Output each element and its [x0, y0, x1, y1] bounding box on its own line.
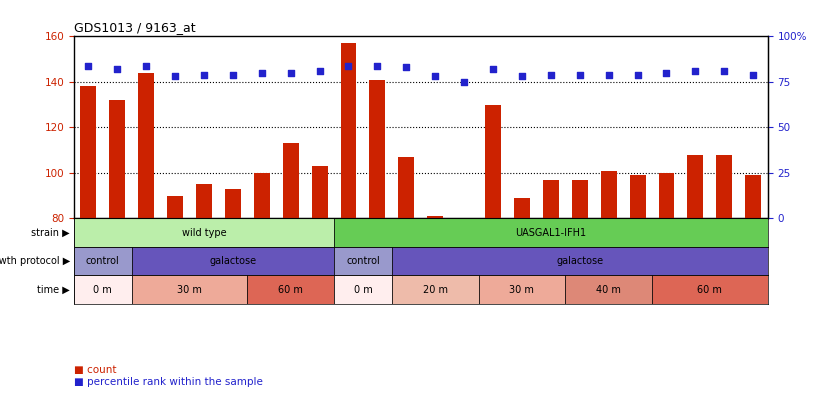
Bar [247, 275, 334, 304]
Text: 0 m: 0 m [94, 285, 112, 294]
Point [197, 71, 210, 78]
Bar [74, 218, 334, 247]
Point [168, 73, 181, 80]
Point [718, 68, 731, 74]
Bar [369, 80, 385, 218]
Text: 40 m: 40 m [596, 285, 621, 294]
Bar [196, 184, 212, 218]
Bar [334, 275, 392, 304]
Bar [312, 166, 328, 218]
Point [140, 62, 153, 69]
Point [111, 66, 124, 72]
Bar [74, 275, 131, 304]
Bar [254, 173, 270, 218]
Bar [167, 196, 183, 218]
Point [746, 71, 759, 78]
Text: ■ percentile rank within the sample: ■ percentile rank within the sample [74, 377, 263, 387]
Bar [74, 247, 131, 275]
Text: growth protocol ▶: growth protocol ▶ [0, 256, 70, 266]
Point [82, 62, 95, 69]
Bar [109, 100, 125, 218]
Text: 30 m: 30 m [510, 285, 534, 294]
Point [284, 70, 297, 76]
Text: strain ▶: strain ▶ [31, 228, 70, 238]
Point [487, 66, 500, 72]
Bar [427, 216, 443, 218]
Bar [514, 198, 530, 218]
Bar [745, 175, 761, 218]
Text: 20 m: 20 m [423, 285, 447, 294]
Bar [630, 175, 645, 218]
Text: 60 m: 60 m [278, 285, 303, 294]
Bar [131, 275, 247, 304]
Bar [392, 275, 479, 304]
Point [516, 73, 529, 80]
Text: 0 m: 0 m [354, 285, 373, 294]
Bar [652, 275, 768, 304]
Text: wild type: wild type [181, 228, 227, 238]
Point [573, 71, 586, 78]
Bar [138, 73, 154, 218]
Bar [601, 171, 617, 218]
Bar [334, 247, 392, 275]
Point [544, 71, 557, 78]
Text: galactose: galactose [209, 256, 256, 266]
Bar [334, 218, 768, 247]
Point [313, 68, 326, 74]
Point [602, 71, 615, 78]
Point [255, 70, 268, 76]
Point [689, 68, 702, 74]
Text: galactose: galactose [556, 256, 603, 266]
Point [457, 79, 470, 85]
Bar [658, 173, 674, 218]
Bar [341, 43, 356, 218]
Point [227, 71, 240, 78]
Point [660, 70, 673, 76]
Point [400, 64, 413, 70]
Text: 60 m: 60 m [697, 285, 722, 294]
Point [429, 73, 442, 80]
Bar [571, 180, 588, 218]
Point [342, 62, 355, 69]
Bar [687, 155, 704, 218]
Bar [566, 275, 652, 304]
Text: GDS1013 / 9163_at: GDS1013 / 9163_at [74, 21, 195, 34]
Bar [392, 247, 768, 275]
Point [631, 71, 644, 78]
Text: ■ count: ■ count [74, 364, 117, 375]
Text: UASGAL1-IFH1: UASGAL1-IFH1 [516, 228, 586, 238]
Text: 30 m: 30 m [177, 285, 202, 294]
Bar [131, 247, 334, 275]
Bar [398, 157, 415, 218]
Text: time ▶: time ▶ [37, 285, 70, 294]
Bar [80, 87, 96, 218]
Bar [717, 155, 732, 218]
Bar [543, 180, 559, 218]
Text: control: control [86, 256, 120, 266]
Point [371, 62, 384, 69]
Bar [225, 189, 241, 218]
Text: control: control [346, 256, 380, 266]
Bar [479, 275, 566, 304]
Bar [282, 143, 299, 218]
Bar [485, 105, 501, 218]
